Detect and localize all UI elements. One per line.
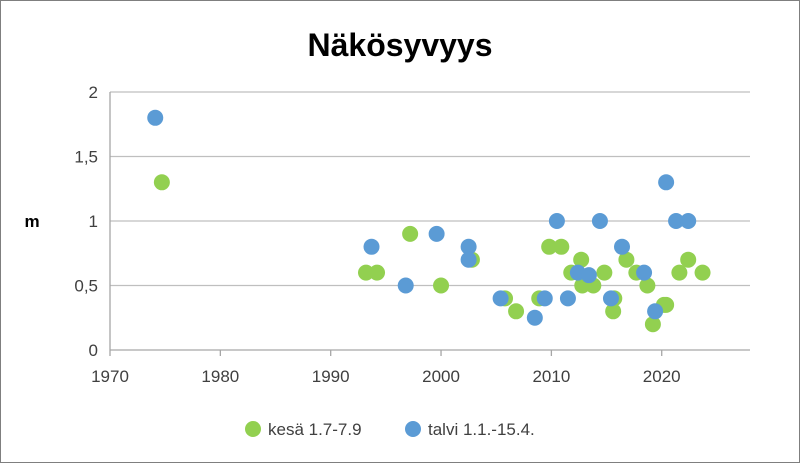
point-talvi (591, 213, 608, 229)
y-tick-labels: 0 0,5 1 1,5 2 (74, 83, 98, 360)
point-talvi (147, 109, 164, 126)
y-tick-label: 1,5 (74, 148, 98, 167)
point-talvi (536, 290, 553, 307)
x-tick-label: 1970 (91, 367, 129, 386)
y-tick-label: 0 (89, 341, 98, 360)
point-talvi (602, 290, 619, 307)
point-talvi (460, 238, 477, 255)
x-tick-label: 2000 (422, 367, 460, 386)
legend: kesä 1.7-7.9 talvi 1.1.-15.4. (245, 420, 535, 439)
point-kesa (358, 264, 374, 281)
y-tick-label: 1 (89, 212, 98, 231)
point-talvi (614, 238, 630, 255)
point-kesa (639, 277, 656, 294)
point-kesa (153, 174, 170, 191)
point-talvi (548, 213, 565, 229)
point-talvi (428, 225, 445, 242)
point-kesa (508, 303, 525, 320)
x-tick-label: 2010 (532, 367, 570, 386)
point-talvi (363, 238, 380, 255)
data-points (147, 109, 711, 333)
point-kesa (402, 225, 419, 242)
point-kesa (433, 277, 450, 294)
point-kesa (605, 303, 622, 320)
legend-marker (405, 421, 421, 437)
point-talvi (526, 309, 543, 326)
point-talvi (647, 303, 664, 320)
axes (109, 92, 750, 356)
point-kesa (541, 238, 558, 255)
x-tick-label: 2020 (643, 367, 681, 386)
x-tick-label: 1990 (312, 367, 350, 386)
point-talvi (668, 213, 685, 229)
point-talvi (492, 290, 509, 307)
legend-label: kesä 1.7-7.9 (268, 420, 362, 439)
point-talvi (580, 267, 597, 284)
point-kesa (680, 251, 697, 268)
chart-title: Näkösyvyys (307, 27, 492, 63)
point-talvi (460, 251, 477, 268)
y-axis-label: m (24, 212, 39, 231)
point-kesa (369, 264, 386, 281)
point-talvi (680, 213, 697, 229)
point-kesa (553, 238, 570, 255)
point-talvi (636, 264, 653, 281)
x-tick-labels: 1970 1980 1990 2000 2010 2020 (91, 367, 681, 386)
point-kesa (644, 316, 661, 333)
legend-label: talvi 1.1.-15.4. (428, 420, 535, 439)
point-talvi (559, 290, 576, 307)
y-tick-label: 0,5 (74, 277, 98, 296)
point-kesa (694, 264, 711, 281)
x-tick-label: 1980 (201, 367, 239, 386)
point-talvi (658, 174, 675, 191)
point-kesa (618, 251, 635, 268)
gridlines (110, 91, 750, 287)
point-kesa (573, 251, 590, 268)
legend-marker (245, 421, 261, 437)
point-talvi (397, 277, 414, 294)
point-kesa (596, 264, 613, 281)
y-tick-label: 2 (89, 83, 98, 102)
point-kesa (671, 264, 688, 281)
